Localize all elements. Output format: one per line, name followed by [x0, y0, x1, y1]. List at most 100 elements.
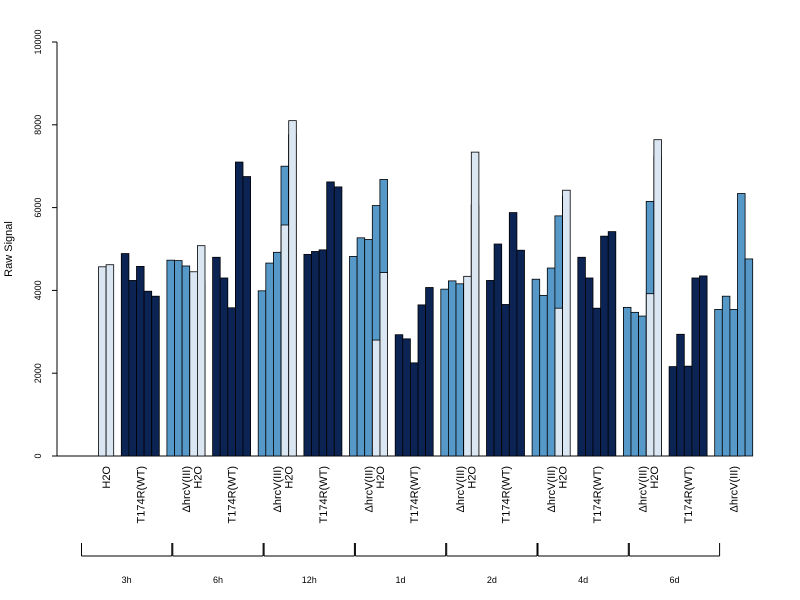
y-tick-label: 0	[33, 453, 43, 458]
group-label: 2d	[487, 575, 497, 585]
bar-12h-1-4	[333, 186, 343, 457]
category-label: H2O	[558, 466, 570, 489]
bar-6d-2-4	[744, 258, 754, 457]
bar-3h-0-0	[98, 266, 107, 457]
category-label: T174R(WT)	[501, 466, 513, 523]
bar-6d-1-4	[699, 275, 708, 457]
y-tick-label: 2000	[33, 363, 43, 383]
bar-1d-1-1	[402, 338, 411, 457]
category-label: ΔhrcV(III)	[364, 466, 376, 512]
label-layer: H2O T174R(WT) ΔhrcV(III) 3h H2O T174R(WT) Δhrc…	[81, 466, 741, 585]
bar-4d-0-1	[562, 189, 571, 457]
y-tick-label: 8000	[33, 115, 43, 135]
bar-4d-2-1	[630, 311, 639, 457]
category-label: T174R(WT)	[227, 466, 239, 523]
y-tick-label: 6000	[33, 198, 43, 218]
bar-6d-0-0	[645, 293, 655, 457]
category-label: H2O	[284, 466, 296, 489]
bar-6h-1-2	[227, 307, 236, 457]
bar-2d-1-4	[516, 249, 525, 457]
category-label: ΔhrcV(III)	[181, 466, 193, 512]
bar-6d-2-1	[721, 295, 731, 457]
bar-6d-2-0	[714, 309, 723, 457]
category-label: ΔhrcV(III)	[729, 466, 741, 512]
bar-layer	[98, 120, 754, 457]
bar-12h-1-1	[311, 251, 320, 457]
bar-3h-1-1	[128, 280, 137, 457]
bar-2d-0-1	[470, 151, 480, 457]
bar-3h-1-0	[120, 253, 130, 457]
bar-6d-2-3	[737, 193, 746, 457]
bar-3h-1-3	[143, 290, 153, 457]
y-axis-title: Raw Signal	[3, 221, 15, 277]
bar-6d-2-2	[729, 309, 738, 457]
bar-1d-1-4	[425, 287, 434, 457]
bar-3h-1-4	[151, 295, 160, 457]
bar-3h-0-1	[105, 264, 115, 457]
bar-6h-1-4	[242, 176, 251, 457]
y-tick-label: 10000	[33, 29, 43, 54]
bar-4d-1-1	[585, 277, 594, 457]
bar-1d-1-2	[409, 362, 419, 457]
bar-12h-1-0	[303, 253, 312, 457]
category-label: T174R(WT)	[592, 466, 604, 523]
bar-6h-2-1	[265, 262, 274, 457]
bar-6d-1-0	[668, 366, 678, 457]
bar-1d-2-1	[447, 280, 457, 457]
bar-4d-0-0	[554, 307, 563, 457]
bar-2d-2-1	[539, 294, 548, 457]
bar-12h-2-1	[356, 237, 366, 457]
bar-12h-2-2	[364, 239, 373, 457]
bar-12h-0-0	[280, 224, 290, 457]
category-label: H2O	[375, 466, 387, 489]
category-label: ΔhrcV(III)	[272, 466, 284, 512]
bar-6d-0-1	[653, 139, 662, 457]
bar-6h-0-0	[189, 271, 198, 457]
bar-12h-1-3	[326, 181, 335, 457]
category-label: ΔhrcV(III)	[546, 466, 558, 512]
bar-1d-0-1	[379, 272, 388, 457]
category-label: T174R(WT)	[318, 466, 330, 523]
category-label: H2O	[649, 466, 661, 489]
bar-3h-2-2	[181, 265, 191, 457]
category-label: T174R(WT)	[409, 466, 421, 523]
group-label: 12h	[302, 575, 317, 585]
group-label: 4d	[578, 575, 588, 585]
group-label: 1d	[396, 575, 406, 585]
bar-3h-2-0	[166, 259, 175, 457]
bar-4d-2-0	[623, 306, 632, 457]
bar-2d-1-1	[493, 243, 503, 457]
category-label: ΔhrcV(III)	[637, 466, 649, 512]
bar-12h-0-1	[288, 120, 297, 457]
bar-6h-0-1	[196, 245, 206, 457]
bar-6h-1-3	[234, 161, 244, 457]
bar-1d-2-2	[455, 283, 464, 457]
bar-2d-0-0	[463, 275, 472, 457]
bar-6d-1-1	[676, 333, 685, 457]
category-label: ΔhrcV(III)	[455, 466, 467, 512]
bar-4d-1-2	[592, 307, 601, 457]
bar-2d-1-3	[508, 212, 518, 457]
bar-1d-1-0	[394, 334, 404, 457]
bar-2d-2-0	[531, 278, 541, 457]
category-label: T174R(WT)	[135, 466, 147, 523]
category-label: T174R(WT)	[683, 466, 695, 523]
bar-6h-1-0	[212, 256, 221, 457]
bar-4d-1-4	[607, 231, 617, 457]
category-label: H2O	[466, 466, 478, 489]
group-label: 6h	[213, 575, 223, 585]
y-tick-label: 4000	[33, 280, 43, 300]
bar-4d-1-0	[577, 256, 586, 457]
category-label: H2O	[192, 466, 204, 489]
bar-1d-2-0	[440, 288, 449, 457]
bar-6d-1-2	[683, 365, 693, 457]
bar-12h-2-0	[349, 256, 358, 457]
group-label: 6d	[669, 575, 679, 585]
bar-6d-1-3	[691, 277, 700, 457]
bar-3h-1-2	[136, 265, 145, 457]
group-label: 3h	[122, 575, 132, 585]
bar-1d-1-3	[417, 304, 426, 457]
bar-1d-0-0	[371, 339, 381, 457]
